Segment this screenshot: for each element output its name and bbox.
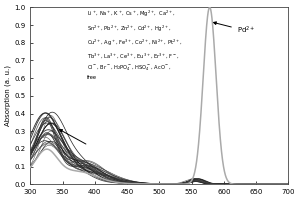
Text: Li$^+$, Na$^+$, K$^+$, Cs$^+$, Mg$^{2+}$,  Ca$^{2+}$,
Sn$^{2+}$, Pb$^{2+}$, Zn$^: Li$^+$, Na$^+$, K$^+$, Cs$^+$, Mg$^{2+}$…: [87, 9, 182, 80]
Text: Pd$^{2+}$: Pd$^{2+}$: [213, 22, 255, 36]
Y-axis label: Absorption (a. u.): Absorption (a. u.): [5, 65, 11, 126]
